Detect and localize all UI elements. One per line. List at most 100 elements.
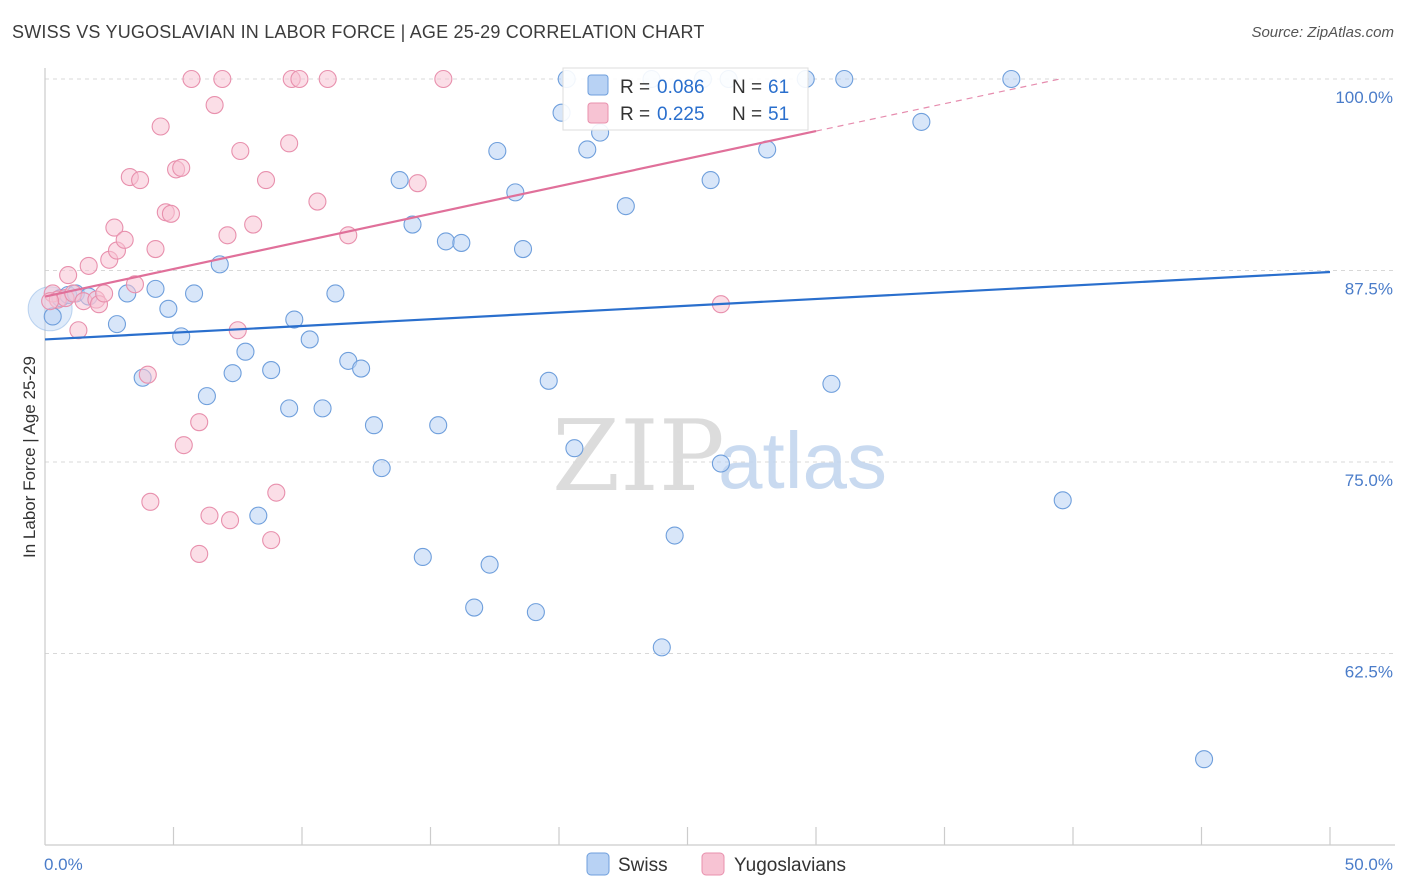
swiss-point [429,416,448,435]
yugoslavian-point [190,544,209,563]
x-tick-label-min: 0.0% [44,855,83,874]
yugoslavian-point [174,436,193,455]
swiss-point [565,439,584,458]
gridlines [45,78,1395,654]
swiss-point [526,603,545,622]
yugoslavian-point [218,226,237,245]
yugoslavian-point [262,531,281,550]
swiss-point [280,399,299,418]
swiss-point [300,330,319,349]
yugoslavian-point [231,141,250,161]
yugoslavian-point [79,256,98,275]
swiss-point [513,240,533,259]
yugoslavian-point [105,218,124,237]
series-legend: Swiss Yugoslavians [586,852,846,876]
stats-n-label-swiss: N = [732,77,762,98]
swiss-point [506,183,525,202]
yugoslavian-point [280,134,299,153]
swiss-point [390,171,409,190]
swiss-point [146,279,165,298]
swiss-point [1053,491,1072,510]
swiss-point [452,233,471,252]
stats-n-value-swiss: 61 [768,77,789,98]
yugoslavian-point [408,174,427,193]
swiss-point [185,284,204,303]
y-axis-title: In Labor Force | Age 25-29 [20,356,39,558]
yugoslavian-point [244,215,263,234]
swiss-point [313,399,332,418]
yugoslavian-point [95,284,114,303]
swiss-point [223,364,242,383]
stats-r-label-swiss: R = [620,77,650,98]
swiss-point [665,526,684,545]
yugoslavian-point [172,158,191,177]
swiss-point [652,638,671,657]
stats-n-label-yugoslavians: N = [732,104,762,125]
swiss-point [352,359,371,378]
swiss-point [616,197,635,216]
swiss-point [701,171,720,190]
trend-line-yugoslavians [44,130,817,298]
yugoslavian-point [125,275,144,294]
swiss-point [262,361,281,380]
swiss-point [835,69,854,89]
source-label: Source: ZipAtlas.com [1251,24,1394,41]
swiss-point [436,232,455,251]
yugoslavian-point [434,69,453,89]
stats-r-label-yugoslavians: R = [620,104,650,125]
yugoslavian-point [161,204,180,223]
swiss-point [236,342,255,361]
stats-swatch-swiss [587,74,609,96]
yugoslavian-point [220,511,240,530]
swiss-point [326,284,345,303]
swiss-point [912,112,931,131]
swiss-point [364,416,384,435]
swiss-point [465,598,484,617]
stats-r-value-swiss: 0.086 [657,77,705,98]
chart-title: SWISS VS YUGOSLAVIAN IN LABOR FORCE | AG… [12,22,705,42]
trend-extension-yugoslavians [815,78,1061,132]
yugoslavian-point [213,69,232,89]
yugoslavian-point [146,240,165,259]
watermark: ZIP atlas [552,400,887,514]
legend-label-yugoslavians: Yugoslavians [734,855,846,876]
x-tick-label-max: 50.0% [1345,855,1393,874]
swiss-point [43,307,62,326]
swiss-point [413,547,432,567]
yugoslavian-point [182,69,201,89]
yugoslavian-point [190,413,209,432]
yugoslavian-point [59,266,78,285]
yugoslavian-point [290,69,309,89]
legend-swatch-yugoslavians [701,852,725,876]
yugoslavian-point [267,483,286,502]
stats-swatch-yugoslavians [587,102,609,124]
yugoslavian-point [308,192,327,211]
yugoslavian-point [131,171,150,190]
yugoslavian-point [151,117,170,136]
y-tick-label: 62.5% [1345,663,1393,682]
swiss-point [159,299,178,318]
swiss-point [197,387,216,406]
yugoslavian-point [138,365,157,384]
yugoslavian-point [318,69,337,89]
x-tick-labels: 0.0% 50.0% [44,855,1393,874]
stats-r-value-yugoslavians: 0.225 [657,104,705,125]
axes [44,68,1395,846]
swiss-point [372,459,391,478]
swiss-point [488,141,507,161]
trend-line-swiss [44,270,1331,341]
trend-lines [44,78,1331,341]
legend-swatch-swiss [586,852,610,876]
swiss-point [249,506,268,525]
swiss-point [285,310,304,329]
swiss-point [1002,69,1021,89]
y-tick-labels: 62.5% 75.0% 87.5% 100.0% [1335,88,1393,682]
yugoslavian-point [141,492,160,511]
y-tick-label: 75.0% [1345,471,1393,490]
swiss-point [172,327,191,346]
swiss-point [403,215,422,234]
legend-label-swiss: Swiss [618,855,668,876]
yugoslavian-point [115,230,134,249]
swiss-point [578,140,597,159]
